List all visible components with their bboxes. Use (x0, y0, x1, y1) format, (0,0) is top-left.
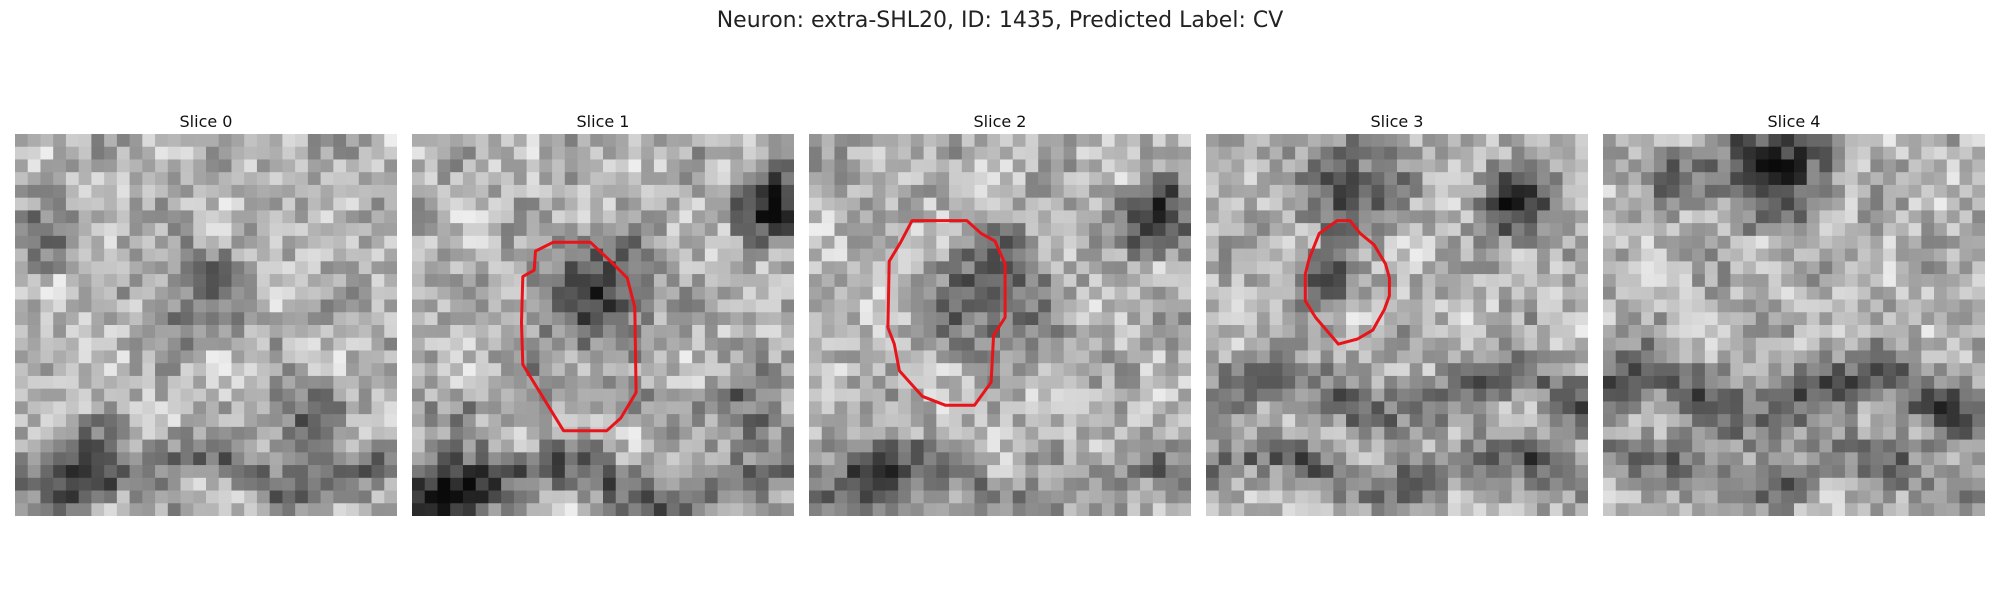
slice-panel-1: Slice 1 (412, 112, 794, 516)
slice-title: Slice 4 (1767, 112, 1821, 131)
slice-title: Slice 2 (973, 112, 1027, 131)
slice-panel-2: Slice 2 (809, 112, 1191, 516)
slice-image (1603, 134, 1985, 516)
slice-image (412, 134, 794, 516)
slice-title: Slice 3 (1370, 112, 1424, 131)
slice-title: Slice 1 (576, 112, 630, 131)
slice-image (809, 134, 1191, 516)
slice-panel-4: Slice 4 (1603, 112, 1985, 516)
neuron-contour (1303, 219, 1391, 346)
slice-title: Slice 0 (179, 112, 233, 131)
slice-image (1206, 134, 1588, 516)
neuron-contour (886, 219, 1007, 407)
neuron-contour (520, 240, 638, 433)
slice-panel-0: Slice 0 (15, 112, 397, 516)
slice-image (15, 134, 397, 516)
figure-title: Neuron: extra-SHL20, ID: 1435, Predicted… (716, 8, 1284, 33)
slice-panel-3: Slice 3 (1206, 112, 1588, 516)
